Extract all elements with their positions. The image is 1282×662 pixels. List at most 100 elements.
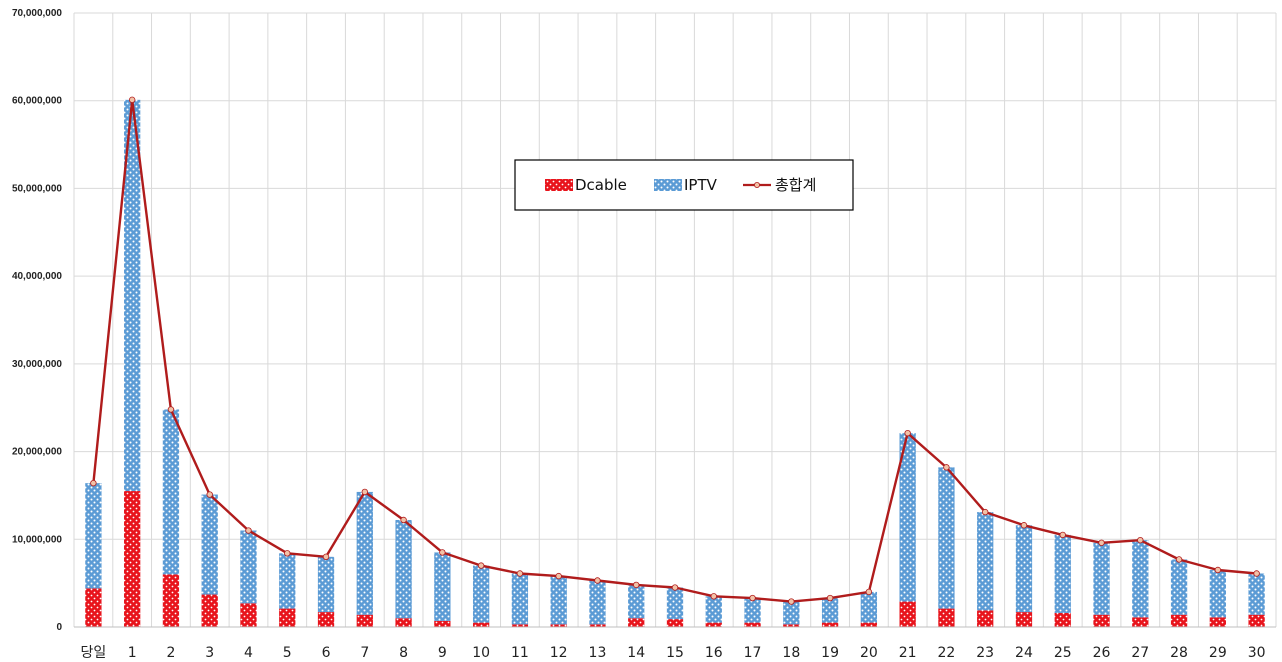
bar-dcable (821, 622, 839, 627)
x-tick-label: 7 (360, 645, 369, 661)
bar-dcable (395, 618, 412, 627)
bar-dcable (666, 619, 684, 627)
point-total (981, 508, 989, 516)
x-tick-label: 18 (782, 645, 800, 661)
bar-dcable (938, 608, 955, 627)
x-tick-label: 17 (744, 645, 762, 661)
bar-dcable (1248, 614, 1265, 627)
point-total (1214, 566, 1222, 574)
bar-dcable (860, 622, 878, 627)
bar-dcable (434, 620, 451, 627)
point-total (400, 516, 407, 524)
legend-swatch-dcable (545, 179, 573, 191)
bar-dcable (899, 601, 916, 627)
bar-dcable (511, 624, 529, 627)
y-tick-label: 10,000,000 (12, 534, 62, 545)
x-tick-label: 14 (627, 645, 645, 661)
point-total (904, 429, 911, 437)
x-tick-label: 25 (1054, 645, 1072, 661)
bar-dcable (550, 624, 567, 627)
point-total (1253, 570, 1260, 577)
x-tick-label: 26 (1093, 645, 1111, 661)
point-total (671, 584, 679, 591)
x-tick-label: 12 (550, 645, 568, 661)
bar-iptv (1209, 569, 1226, 618)
x-tick-label: 16 (705, 645, 723, 661)
legend-marker-total (754, 181, 761, 188)
bar-iptv (1015, 525, 1033, 613)
bar-dcable (201, 594, 218, 627)
bar-iptv (317, 556, 335, 613)
bar-dcable (356, 614, 373, 627)
point-total (477, 562, 485, 569)
point-total (1098, 539, 1105, 546)
bar-dcable (589, 624, 606, 627)
y-tick-label: 70,000,000 (12, 8, 62, 19)
point-total (1137, 536, 1144, 544)
x-tick-label: 3 (205, 645, 214, 661)
x-tick-label: 19 (821, 645, 839, 661)
bar-iptv (628, 584, 645, 619)
bar-dcable (1132, 617, 1149, 627)
bar-iptv (899, 433, 916, 602)
bar-iptv (1054, 534, 1071, 613)
bar-iptv (744, 598, 761, 623)
legend: Dcable IPTV 총합계 (514, 159, 854, 211)
y-tick-label: 0 (56, 622, 62, 633)
x-tick-label: 30 (1248, 645, 1266, 661)
bar-iptv (705, 596, 722, 623)
x-tick-label: 24 (1015, 645, 1033, 661)
point-total (245, 527, 252, 534)
point-total (710, 593, 717, 600)
bar-dcable (705, 622, 722, 627)
legend-label-total: 총합계 (775, 176, 816, 194)
bar-dcable (1054, 612, 1071, 627)
x-tick-label: 11 (511, 645, 529, 661)
point-total (1059, 531, 1066, 539)
point-total (439, 549, 446, 556)
bar-iptv (240, 530, 257, 604)
y-tick-label: 40,000,000 (12, 271, 62, 282)
bar-iptv (589, 580, 606, 625)
x-tick-label: 4 (244, 645, 253, 661)
legend-label-iptv: IPTV (684, 176, 718, 194)
bar-iptv (977, 512, 994, 611)
bar-dcable (124, 491, 141, 627)
bar-iptv (550, 576, 567, 625)
bar-iptv (938, 467, 955, 609)
x-tick-label: 28 (1170, 645, 1188, 661)
bar-iptv (124, 99, 141, 492)
point-total (865, 588, 873, 596)
bar-dcable (1209, 617, 1226, 627)
bar-iptv (1170, 559, 1188, 615)
point-total (555, 572, 562, 580)
bar-iptv (860, 591, 878, 623)
bar-iptv (201, 494, 218, 595)
bar-dcable (628, 618, 645, 627)
y-tick-label: 60,000,000 (12, 96, 62, 107)
y-tick-label: 30,000,000 (12, 359, 62, 370)
bar-dcable (472, 622, 490, 627)
grid-layer (73, 12, 1277, 628)
point-total (749, 594, 756, 602)
y-tick-label: 20,000,000 (12, 447, 62, 458)
bar-dcable (1093, 614, 1110, 627)
bar-iptv (666, 587, 684, 620)
point-total (788, 598, 795, 605)
point-total (633, 581, 640, 589)
bar-iptv (279, 553, 296, 609)
x-tick-label: 5 (283, 645, 292, 661)
bar-iptv (356, 491, 373, 615)
point-total (1020, 522, 1028, 529)
x-tick-label: 8 (399, 645, 408, 661)
point-total (826, 594, 834, 602)
x-tick-label: 6 (322, 645, 331, 661)
bar-dcable (162, 574, 180, 627)
bars-layer (85, 99, 1265, 627)
bar-dcable (317, 612, 335, 627)
bar-iptv (162, 409, 180, 575)
bar-iptv (511, 573, 529, 625)
x-tick-label: 당일 (81, 645, 107, 661)
x-tick-label: 22 (938, 645, 956, 661)
